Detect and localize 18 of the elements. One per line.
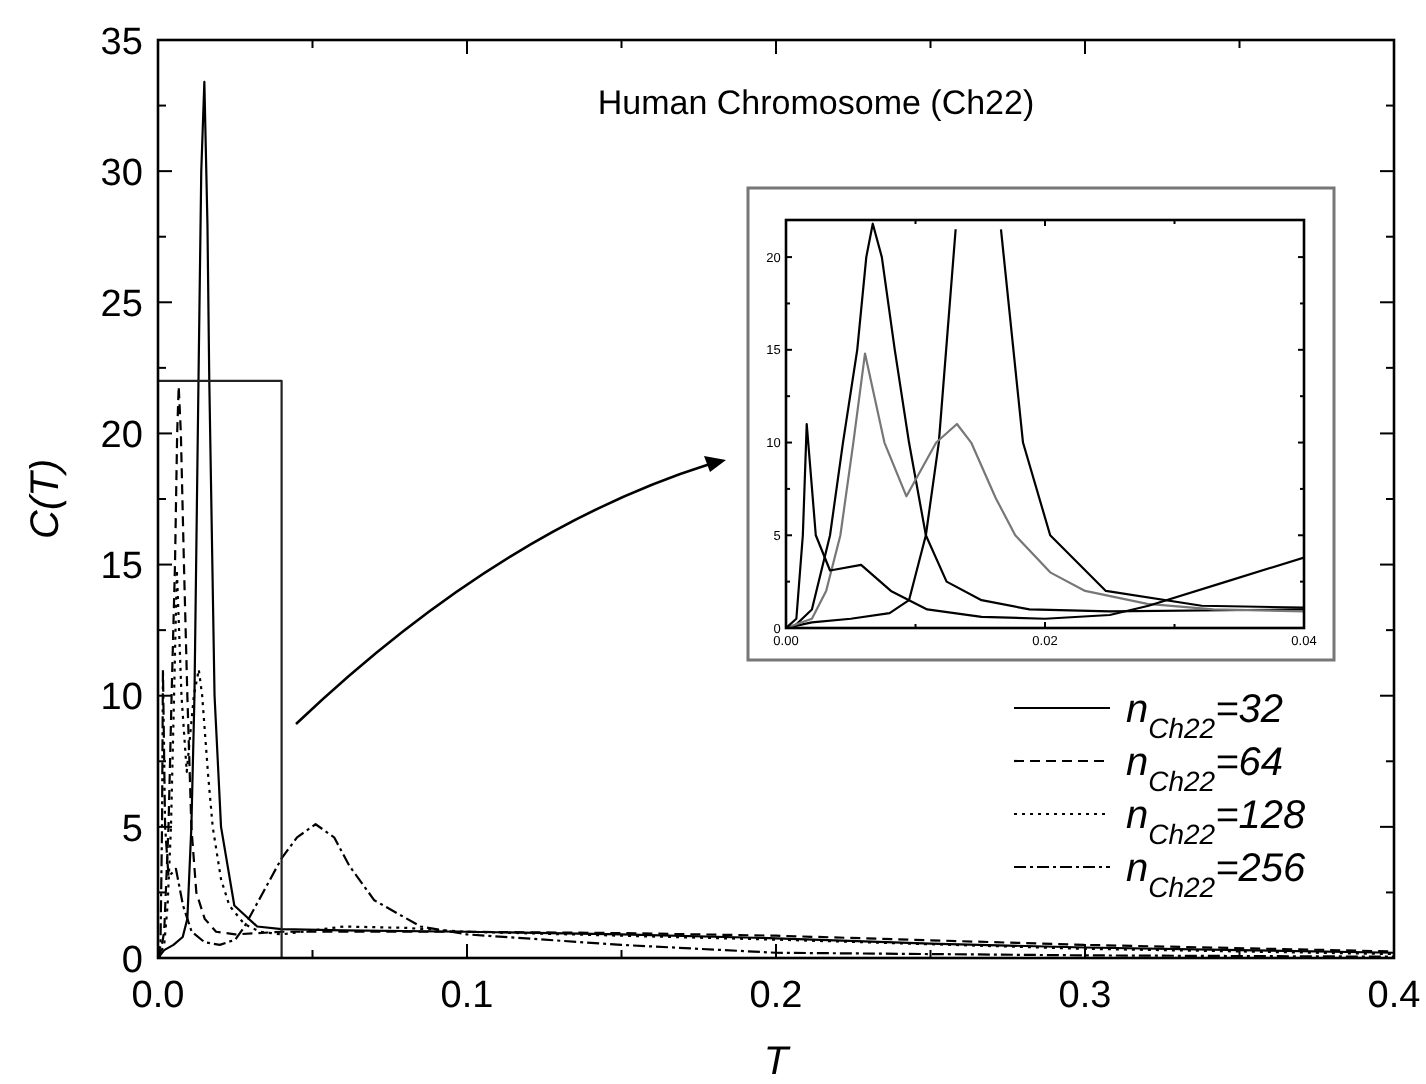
legend-label: n$_{Ch22}$=256 <box>1126 847 1308 903</box>
legend-label: n$_{Ch22}$=64 <box>1126 741 1284 797</box>
y-tick-label: 30 <box>100 152 143 195</box>
y-tick-label: 15 <box>100 546 143 589</box>
x-tick-label: 0.1 <box>440 975 494 1018</box>
legend-label: n$_{Ch22}$=128 <box>1126 794 1306 850</box>
y-tick-label: 5 <box>121 808 143 851</box>
y-axis-title: C(T) <box>24 459 68 539</box>
y-tick-label: 25 <box>100 283 143 326</box>
y-tick-label: 20 <box>100 415 143 458</box>
x-tick-label: 0.4 <box>1367 975 1422 1018</box>
x-tick-label: 0.2 <box>749 975 803 1018</box>
x-axis-title: T <box>763 1040 792 1084</box>
y-tick-label: 35 <box>100 21 143 64</box>
y-tick-label: 10 <box>100 677 143 720</box>
x-tick-label: 0.3 <box>1058 975 1112 1018</box>
legend-label: n$_{Ch22}$=32 <box>1126 688 1284 744</box>
text: Human Chromosome (Ch22) <box>597 84 1035 122</box>
